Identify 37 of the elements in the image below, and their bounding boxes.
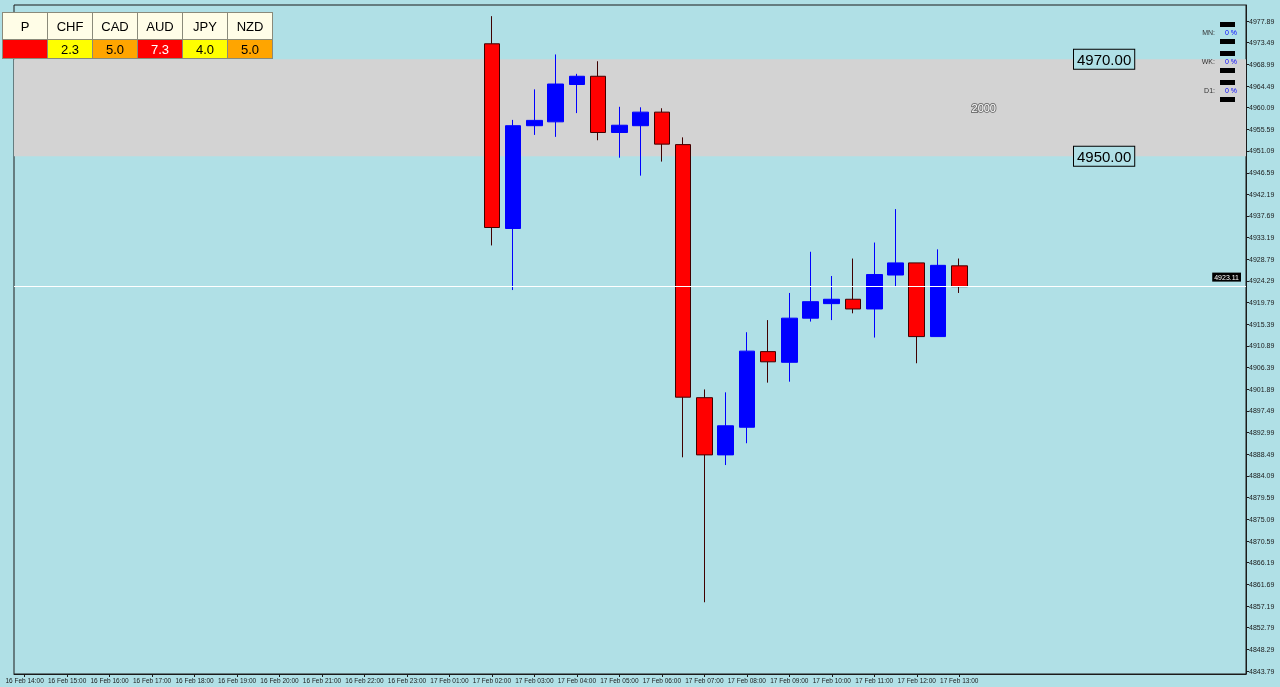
candlestick: [866, 242, 883, 339]
category-label: JPY: [182, 12, 228, 40]
candlestick: [887, 208, 904, 287]
candlestick: [505, 119, 521, 291]
candlestick: [930, 248, 946, 338]
candlestick: [781, 292, 798, 383]
text: 5.0: [240, 41, 260, 57]
text: 2.3: [60, 41, 80, 57]
text: 7.3: [150, 41, 170, 57]
category-label: CAD: [92, 12, 138, 40]
text: 4.0: [195, 41, 215, 57]
candlestick: [611, 106, 628, 159]
candlestick: [739, 331, 755, 444]
candlestick: [908, 262, 925, 364]
candlestick: [802, 251, 819, 323]
annotation: 4970.00: [1077, 50, 1132, 68]
candlestick: [484, 15, 500, 246]
candlestick: [823, 275, 840, 321]
candlestick: [526, 88, 543, 136]
candlestick: [569, 73, 585, 114]
category-label: P: [2, 12, 48, 40]
candlestick: [654, 107, 670, 163]
candlestick: [845, 258, 861, 314]
candlestick: [696, 388, 713, 603]
candlestick: [717, 391, 734, 466]
text: 5.0: [105, 41, 125, 57]
category-label: AUD: [137, 12, 183, 40]
candlestick: [590, 60, 606, 141]
category-label: CHF: [47, 12, 93, 40]
candlestick: [951, 258, 968, 294]
candlestick: [675, 136, 691, 458]
candlestick: [547, 53, 564, 138]
candlestick: [760, 319, 776, 384]
band-label: 2000: [971, 101, 996, 114]
candlestick: [632, 106, 649, 177]
annotation: 4950.00: [1077, 147, 1132, 165]
category-label: NZD: [227, 12, 273, 40]
